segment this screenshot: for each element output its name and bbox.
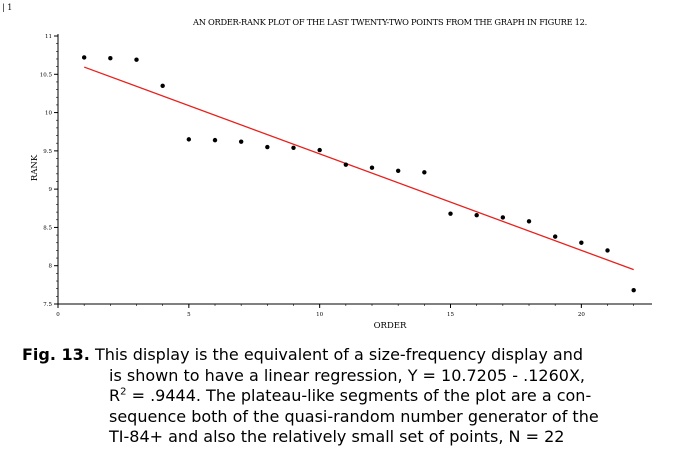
- data-point: [134, 57, 139, 62]
- data-points: [81, 55, 636, 293]
- x-tick-label: 10: [316, 312, 323, 318]
- caption-r-superscript: 2: [120, 386, 127, 398]
- caption-line-1: Fig. 13. This display is the equivalent …: [22, 345, 672, 366]
- y-tick-label: 7.5: [43, 302, 52, 308]
- regression-line-group: [83, 66, 634, 271]
- data-point: [605, 248, 610, 253]
- data-point: [238, 139, 244, 144]
- caption-text-1: This display is the equivalent of a size…: [89, 345, 584, 364]
- data-point: [317, 147, 322, 153]
- caption-line-3: R2 = .9444. The plateau-like segments of…: [22, 386, 672, 407]
- page-corner-mark: | 1: [2, 3, 13, 12]
- caption-r-symbol: R: [109, 386, 121, 405]
- data-point: [186, 137, 192, 142]
- data-point: [81, 55, 87, 60]
- caption-line-4: sequence both of the quasi-random number…: [109, 406, 599, 426]
- regression-line: [83, 66, 634, 271]
- data-point: [579, 240, 584, 245]
- y-axis-label: RANK: [30, 154, 40, 181]
- caption-text-3: = .9444. The plateau-like segments of th…: [126, 386, 592, 405]
- figure-caption: Fig. 13. This display is the equivalent …: [22, 345, 672, 448]
- data-point: [631, 288, 636, 293]
- chart-ticks: 7.5 8 8.5 9 9.5 10 10.5 11 0 5 10 15 20: [40, 34, 634, 318]
- order-rank-chart: AN ORDER-RANK PLOT OF THE LAST TWENTY-TW…: [30, 17, 652, 331]
- data-point: [160, 83, 165, 88]
- data-point: [474, 212, 479, 218]
- chart-axes: [57, 34, 652, 305]
- caption-label: Fig. 13.: [22, 345, 90, 364]
- y-tick-label: 10: [45, 111, 52, 117]
- x-tick-label: 20: [578, 312, 585, 318]
- x-axis-label: ORDER: [374, 321, 407, 331]
- y-tick-label: 9: [49, 187, 53, 193]
- y-tick-label: 10.5: [40, 72, 53, 78]
- caption-line-5: TI-84+ and also the relatively small set…: [109, 427, 565, 446]
- data-point: [395, 168, 401, 173]
- data-point: [526, 219, 532, 224]
- y-tick-label: 9.5: [43, 149, 52, 155]
- data-point: [291, 145, 296, 150]
- data-point: [212, 137, 218, 143]
- data-point: [552, 234, 558, 239]
- y-tick-label: 8.5: [43, 225, 52, 231]
- data-point: [265, 144, 270, 150]
- data-point: [422, 170, 427, 175]
- data-point: [500, 215, 506, 220]
- chart-title: AN ORDER-RANK PLOT OF THE LAST TWENTY-TW…: [192, 17, 587, 27]
- data-point: [343, 162, 349, 167]
- x-tick-label: 15: [447, 312, 454, 318]
- y-tick-label: 11: [45, 34, 52, 40]
- x-tick-label: 0: [56, 312, 60, 318]
- data-point: [369, 165, 375, 170]
- data-point: [448, 211, 453, 216]
- x-tick-label: 5: [187, 312, 191, 318]
- data-point: [108, 56, 113, 61]
- caption-line-2: is shown to have a linear regression, Y …: [109, 365, 585, 385]
- y-tick-label: 8: [49, 264, 53, 270]
